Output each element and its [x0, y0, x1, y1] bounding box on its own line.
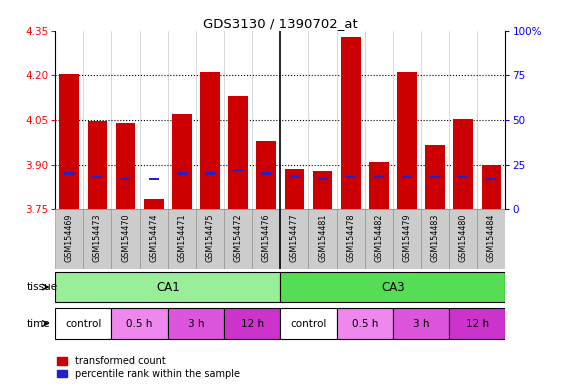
Bar	[261, 172, 271, 175]
Bar	[453, 119, 473, 209]
Text: 0.5 h: 0.5 h	[127, 318, 153, 329]
Bar	[280, 272, 505, 302]
Bar	[168, 209, 196, 269]
Bar	[430, 176, 440, 178]
Bar	[92, 176, 102, 178]
Bar	[336, 308, 393, 339]
Text: GSM154477: GSM154477	[290, 214, 299, 262]
Bar	[168, 308, 224, 339]
Bar	[83, 209, 112, 269]
Bar	[421, 209, 449, 269]
Text: 12 h: 12 h	[241, 318, 264, 329]
Text: GSM154473: GSM154473	[93, 214, 102, 262]
Text: GSM154476: GSM154476	[262, 214, 271, 262]
Bar	[402, 176, 412, 178]
Bar	[224, 209, 252, 269]
Bar	[139, 209, 168, 269]
Text: CA3: CA3	[381, 281, 405, 293]
Bar	[285, 169, 304, 209]
Bar	[478, 209, 505, 269]
Bar	[393, 308, 449, 339]
Bar	[393, 209, 421, 269]
Bar	[59, 74, 79, 209]
Bar	[425, 145, 445, 209]
Bar	[341, 36, 361, 209]
Text: GSM154475: GSM154475	[206, 214, 214, 262]
Bar	[64, 172, 74, 175]
Bar	[486, 178, 496, 180]
Bar	[346, 176, 356, 178]
Bar	[228, 96, 248, 209]
Bar	[200, 72, 220, 209]
Title: GDS3130 / 1390702_at: GDS3130 / 1390702_at	[203, 17, 358, 30]
Text: GSM154484: GSM154484	[487, 214, 496, 262]
Text: CA1: CA1	[156, 281, 180, 293]
Text: tissue: tissue	[27, 282, 58, 292]
Bar	[280, 308, 336, 339]
Bar	[365, 209, 393, 269]
Text: GSM154474: GSM154474	[149, 214, 158, 262]
Bar	[336, 209, 365, 269]
Bar	[482, 165, 501, 209]
Bar	[55, 209, 83, 269]
Bar	[309, 209, 336, 269]
Bar	[121, 178, 131, 180]
Text: 3 h: 3 h	[413, 318, 429, 329]
Bar	[144, 199, 163, 209]
Bar	[449, 308, 505, 339]
Bar	[177, 172, 187, 175]
Bar	[397, 72, 417, 209]
Bar	[256, 141, 276, 209]
Bar	[205, 172, 215, 175]
Bar	[449, 209, 478, 269]
Bar	[374, 176, 384, 178]
Bar	[289, 176, 299, 178]
Bar	[369, 162, 389, 209]
Bar	[196, 209, 224, 269]
Text: GSM154478: GSM154478	[346, 214, 355, 262]
Text: time: time	[27, 318, 51, 329]
Text: GSM154472: GSM154472	[234, 214, 243, 262]
Bar	[318, 178, 328, 180]
Text: 12 h: 12 h	[466, 318, 489, 329]
Bar	[172, 114, 192, 209]
Text: control: control	[65, 318, 102, 329]
Bar	[88, 121, 107, 209]
Bar	[224, 308, 280, 339]
Bar	[55, 272, 280, 302]
Bar	[149, 178, 159, 180]
Text: GSM154470: GSM154470	[121, 214, 130, 262]
Bar	[313, 170, 332, 209]
Text: GSM154482: GSM154482	[374, 214, 383, 262]
Text: GSM154469: GSM154469	[64, 214, 74, 262]
Text: GSM154480: GSM154480	[459, 214, 468, 262]
Bar	[112, 308, 168, 339]
Legend: transformed count, percentile rank within the sample: transformed count, percentile rank withi…	[57, 356, 239, 379]
Bar	[280, 209, 309, 269]
Bar	[458, 176, 468, 178]
Text: GSM154471: GSM154471	[177, 214, 187, 262]
Text: GSM154483: GSM154483	[431, 214, 440, 262]
Text: GSM154481: GSM154481	[318, 214, 327, 262]
Bar	[55, 308, 112, 339]
Bar	[112, 209, 139, 269]
Bar	[233, 169, 243, 171]
Text: 0.5 h: 0.5 h	[352, 318, 378, 329]
Text: 3 h: 3 h	[188, 318, 204, 329]
Bar	[116, 123, 135, 209]
Text: control: control	[290, 318, 327, 329]
Text: GSM154479: GSM154479	[403, 214, 411, 262]
Bar	[252, 209, 280, 269]
